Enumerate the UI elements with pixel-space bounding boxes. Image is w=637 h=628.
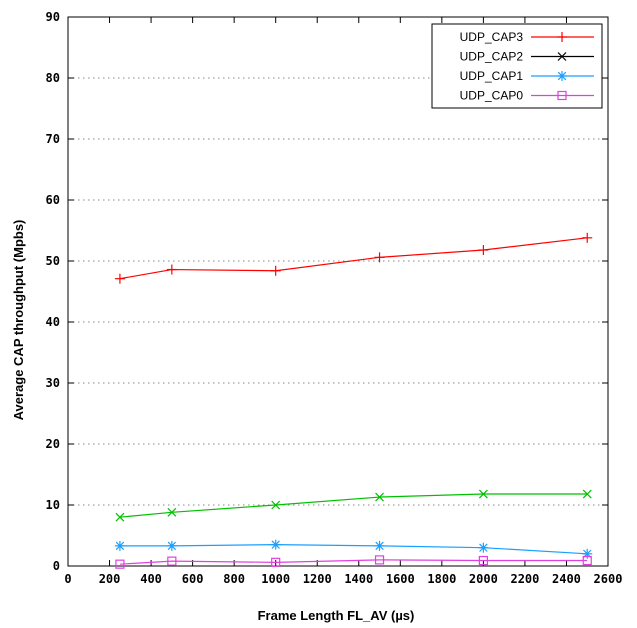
legend-item: UDP_CAP0 (460, 89, 594, 103)
series-line (119, 544, 588, 555)
x-tick-label: 600 (182, 572, 204, 586)
y-tick-label: 20 (46, 437, 60, 451)
axes (67, 16, 609, 567)
x-tick-label: 2600 (594, 572, 623, 586)
x-tick-label: 1600 (386, 572, 415, 586)
data-point (167, 507, 177, 517)
y-tick-label: 50 (46, 254, 60, 268)
data-point (557, 32, 567, 42)
series-udp-cap3 (114, 232, 593, 284)
x-tick-label: 400 (140, 572, 162, 586)
x-tick-label: 1400 (344, 572, 373, 586)
data-point (582, 232, 593, 243)
x-axis-label: Frame Length FL_AV (µs) (258, 608, 415, 623)
x-tick-label: 2400 (552, 572, 581, 586)
data-point (167, 556, 177, 566)
x-tick-label: 1000 (261, 572, 290, 586)
grid-lines (68, 77, 608, 506)
y-tick-label: 0 (53, 559, 60, 573)
data-point (478, 489, 488, 499)
legend-box (431, 23, 603, 109)
data-point (270, 539, 281, 550)
y-tick-label: 10 (46, 498, 60, 512)
data-point (557, 71, 567, 81)
series-line (119, 493, 588, 518)
data-point (374, 252, 385, 263)
data-point (582, 555, 592, 566)
series-udp-cap0 (115, 555, 592, 569)
data-point (557, 90, 567, 101)
x-tick-label: 1200 (303, 572, 332, 586)
y-axis-label: Average CAP throughput (Mpbs) (11, 220, 26, 421)
series-group (114, 232, 593, 569)
data-point (115, 559, 125, 569)
legend-item: UDP_CAP1 (460, 69, 594, 83)
data-point (557, 52, 567, 61)
legend-label: UDP_CAP3 (460, 30, 524, 44)
legend-label: UDP_CAP1 (460, 69, 524, 83)
data-point (478, 555, 488, 566)
data-point (166, 264, 177, 275)
x-tick-label: 200 (99, 572, 121, 586)
data-point (271, 557, 281, 567)
legend-label: UDP_CAP0 (460, 89, 524, 103)
x-tick-label: 2200 (510, 572, 539, 586)
y-tick-labels: 0 10 20 30 40 50 60 70 80 90 (46, 10, 60, 573)
x-tick-label: 800 (223, 572, 245, 586)
series-udp-cap1 (114, 539, 593, 559)
legend-item: UDP_CAP2 (460, 50, 594, 64)
plot-frame (67, 16, 609, 567)
data-point (271, 500, 281, 510)
data-point (374, 555, 385, 565)
x-tick-label: 2000 (469, 572, 498, 586)
series-udp-cap2 (115, 489, 592, 522)
y-tick-label: 40 (46, 315, 60, 329)
y-tick-label: 70 (46, 132, 60, 146)
data-point (114, 540, 125, 551)
data-point (375, 492, 384, 502)
data-point (374, 540, 385, 551)
y-tick-label: 80 (46, 71, 60, 85)
legend-item: UDP_CAP3 (460, 30, 594, 44)
legend: UDP_CAP3 UDP_CAP2 UDP_CAP1 UDP_CAP0 (431, 23, 603, 109)
data-point (478, 245, 489, 256)
data-point (582, 489, 592, 499)
series-line (119, 237, 588, 280)
legend-label: UDP_CAP2 (460, 50, 524, 64)
x-tick-labels: 0 200 400 600 800 1000 1200 1400 1600 1800 2000 220… (64, 572, 622, 586)
data-point (270, 265, 281, 276)
x-tick-label: 1800 (427, 572, 456, 586)
data-point (115, 512, 125, 522)
series-line (119, 559, 588, 565)
x-tick-label: 0 (64, 572, 71, 586)
y-tick-label: 90 (46, 10, 60, 24)
data-point (166, 540, 177, 551)
data-point (478, 542, 489, 553)
y-tick-label: 30 (46, 376, 60, 390)
data-point (114, 273, 125, 284)
y-tick-label: 60 (46, 193, 60, 207)
